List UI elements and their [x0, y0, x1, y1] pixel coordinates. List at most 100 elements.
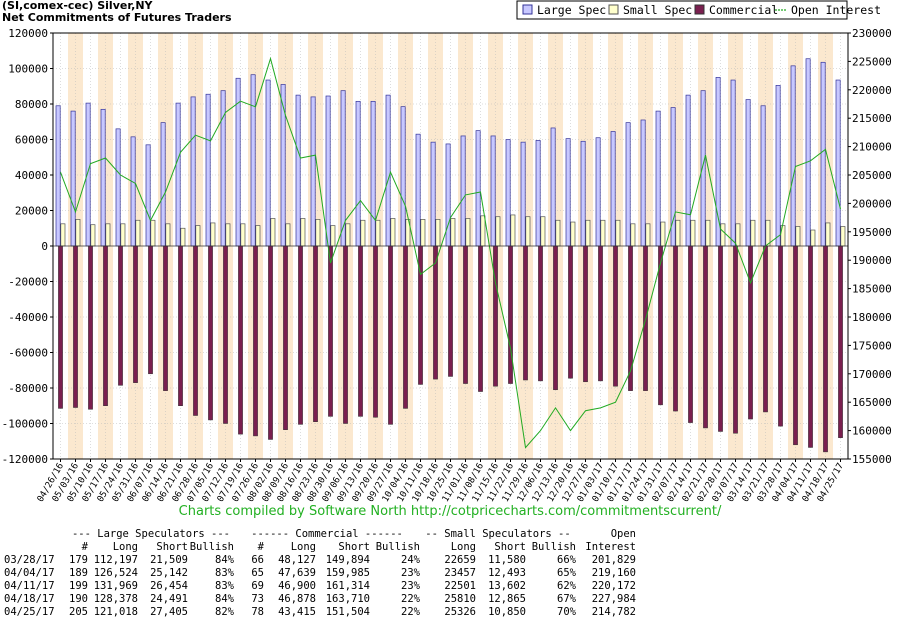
stats-row-cell: 22501	[444, 580, 476, 592]
large-spec-bar	[430, 141, 436, 247]
small-spec-bar	[735, 223, 741, 247]
stats-row-cell: 84%	[215, 593, 234, 605]
stats-row-cell: 128,378	[93, 593, 138, 605]
small-spec-bar	[300, 218, 306, 247]
commercial-bar	[748, 245, 753, 420]
commercial-bar	[568, 245, 573, 379]
small-spec-bar	[120, 223, 126, 247]
small-spec-bar	[465, 218, 471, 247]
right-tick-label: 165000	[852, 396, 892, 409]
small-spec-bar	[450, 218, 456, 247]
stats-column-header-cell: Long	[112, 541, 138, 553]
commercial-bar	[733, 245, 738, 434]
legend-label: Open Interest	[791, 3, 881, 17]
commercial-bar	[133, 245, 138, 383]
stats-row-cell: 62%	[557, 580, 576, 592]
stats-column-header-cell: Short	[494, 541, 526, 553]
stats-row-cell: 22%	[401, 593, 420, 605]
commercial-bar	[613, 245, 618, 387]
commercial-bar	[838, 245, 843, 438]
stats-group-header-cell: ------ Commercial ------	[251, 528, 403, 540]
right-tick-label: 200000	[852, 197, 892, 210]
commercial-bar	[433, 245, 438, 380]
commercial-bar	[88, 245, 93, 410]
large-spec-bar	[460, 135, 466, 247]
stats-row-cell: 83%	[215, 567, 234, 579]
legend-swatch	[608, 4, 619, 15]
small-spec-bar	[495, 216, 501, 247]
large-spec-bar	[355, 100, 361, 247]
stats-group-header-cell: Open	[610, 528, 636, 540]
small-spec-bar	[225, 223, 231, 247]
large-spec-bar	[820, 61, 826, 247]
stats-row-cell: 67%	[557, 593, 576, 605]
stats-group-header-cell: -- Small Speculators --	[425, 528, 571, 540]
open-interest-layer	[60, 56, 841, 449]
small-spec-bar	[705, 219, 711, 247]
large-spec-bar	[655, 110, 661, 247]
large-spec-bar	[70, 110, 76, 247]
small-spec-bar	[675, 219, 681, 247]
small-spec-bar	[525, 216, 531, 247]
credit-line: Charts compiled by Software North http:/…	[178, 504, 722, 519]
stats-row: 04/11/17 199 131,969 26,454 83% 69 46,900 161,3…	[4, 580, 636, 593]
stats-row-cell: 04/25/17	[4, 606, 55, 618]
large-spec-bar	[370, 100, 376, 247]
right-tick-label: 160000	[852, 425, 892, 438]
commercial-bar	[208, 245, 213, 421]
stats-row-cell: 84%	[215, 554, 234, 566]
stats-row-cell: 22659	[444, 554, 476, 566]
stats-row-cell: 65%	[557, 567, 576, 579]
small-spec-bar	[375, 219, 381, 247]
legend-label: Commercial	[709, 3, 778, 17]
stats-row-cell: 220,172	[591, 580, 636, 592]
large-spec-bar	[595, 137, 601, 247]
right-tick-label: 205000	[852, 169, 892, 182]
stats-row-cell: 83%	[215, 580, 234, 592]
stats-row-cell: 25810	[444, 593, 476, 605]
stats-row-cell: 22%	[401, 606, 420, 618]
stats-row-cell: 04/11/17	[4, 580, 55, 592]
left-tick-label: -100000	[2, 418, 48, 431]
large-spec-bar	[625, 122, 631, 247]
right-tick-label: 225000	[852, 55, 892, 68]
large-spec-bar	[745, 99, 751, 247]
small-spec-bar	[90, 224, 96, 247]
legend: Large Spec Small Spec Commercial Open Inter…	[516, 0, 881, 20]
stats-row-cell: 201,829	[591, 554, 636, 566]
stats-row-cell: 03/28/17	[4, 554, 55, 566]
stats-row: 04/18/17 190 128,378 24,491 84% 73 46,878 163,7…	[4, 593, 636, 606]
stats-row-cell: 23457	[444, 567, 476, 579]
small-spec-bar	[810, 229, 816, 247]
stats-column-header-cell: Long	[290, 541, 316, 553]
large-spec-bar	[265, 79, 271, 247]
large-spec-bar	[580, 140, 586, 247]
stats-row-cell: 112,197	[93, 554, 138, 566]
left-tick-label: 60000	[15, 134, 48, 147]
commercial-bar	[793, 245, 798, 446]
stats-row-cell: 65	[251, 567, 264, 579]
commercial-bar	[388, 245, 393, 425]
commercial-bar	[583, 245, 588, 383]
small-spec-bar	[180, 227, 186, 247]
commercial-bar	[163, 245, 168, 391]
stats-column-header-cell: Long	[450, 541, 476, 553]
large-spec-bar	[835, 79, 841, 247]
stats-row-cell: 214,782	[591, 606, 636, 618]
small-spec-bar	[630, 223, 636, 247]
large-spec-bar	[310, 96, 316, 247]
stats-row-cell: 25326	[444, 606, 476, 618]
small-spec-bar	[285, 223, 291, 247]
right-tick-label: 185000	[852, 283, 892, 296]
stats-row: 04/04/17 189 126,524 25,142 83% 65 47,639 159,9…	[4, 567, 636, 580]
stats-row-cell: 11,580	[488, 554, 526, 566]
title-line-2: Net Commitments of Futures Traders	[2, 11, 232, 24]
commercial-bar	[253, 245, 258, 437]
commercial-bar	[823, 245, 828, 453]
stats-row-cell: 48,127	[278, 554, 316, 566]
commercial-bar	[523, 245, 528, 381]
commercial-bar	[808, 245, 813, 448]
large-spec-bar	[295, 94, 301, 247]
stats-row-cell: 82%	[215, 606, 234, 618]
commercial-bar	[283, 245, 288, 430]
